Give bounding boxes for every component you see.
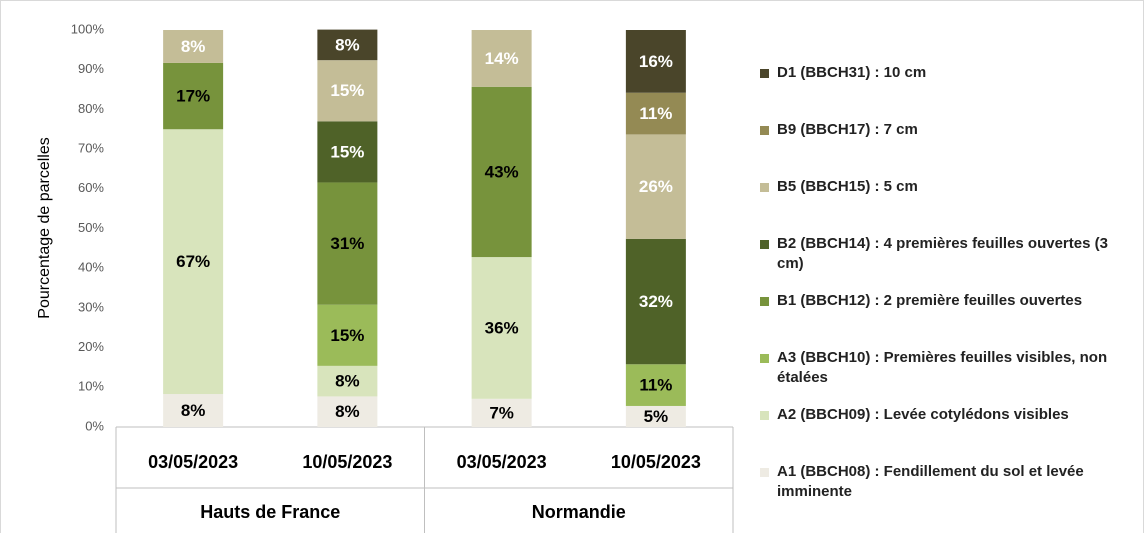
legend-item: A3 (BBCH10) : Premières feuilles visible… — [760, 348, 1130, 388]
data-label: 43% — [485, 162, 519, 181]
legend-label: B2 (BBCH14) : 4 premières feuilles ouver… — [777, 235, 1108, 272]
data-label: 26% — [639, 177, 673, 196]
data-label: 8% — [335, 402, 360, 421]
data-label: 15% — [330, 142, 364, 161]
bar-segment — [317, 121, 378, 183]
legend-swatch — [760, 126, 769, 135]
data-label: 8% — [181, 37, 206, 56]
data-label: 5% — [644, 407, 669, 426]
data-label: 16% — [639, 52, 673, 71]
y-tick-label: 80% — [78, 101, 104, 116]
data-label: 31% — [330, 234, 364, 253]
legend-swatch — [760, 69, 769, 78]
data-label: 15% — [330, 81, 364, 100]
bar-segment — [317, 365, 378, 397]
legend-label: A1 (BBCH08) : Fendillement du sol et lev… — [777, 463, 1084, 500]
x-tick-label: 10/05/2023 — [302, 452, 392, 472]
bar-segment — [625, 364, 686, 406]
legend-swatch — [760, 354, 769, 363]
legend-swatch — [760, 468, 769, 477]
bar-segment — [471, 86, 532, 258]
legend-swatch — [760, 297, 769, 306]
bar-segment — [163, 62, 224, 130]
legend-label: A2 (BBCH09) : Levée cotylédons visibles — [777, 406, 1069, 423]
data-label: 7% — [489, 403, 514, 422]
bar-segment — [625, 238, 686, 365]
y-tick-label: 60% — [78, 180, 104, 195]
data-label: 15% — [330, 326, 364, 345]
legend-label: A3 (BBCH10) : Premières feuilles visible… — [777, 349, 1108, 386]
y-tick-label: 20% — [78, 339, 104, 354]
y-tick-label: 0% — [85, 418, 104, 433]
data-label: 11% — [639, 104, 672, 123]
legend-swatch — [760, 411, 769, 420]
legend-swatch — [760, 240, 769, 249]
bar-segment — [625, 30, 686, 93]
bar-segment — [471, 398, 532, 427]
group-label: Hauts de France — [200, 502, 340, 522]
legend-label: B1 (BBCH12) : 2 première feuilles ouvert… — [777, 292, 1083, 309]
legend-item: B1 (BBCH12) : 2 première feuilles ouvert… — [760, 291, 1130, 311]
data-label: 8% — [335, 35, 360, 54]
data-label: 11% — [639, 376, 672, 395]
x-tick-label: 03/05/2023 — [148, 452, 238, 472]
data-label: 32% — [639, 292, 673, 311]
data-label: 67% — [176, 252, 210, 271]
bar-segment — [625, 92, 686, 135]
y-tick-label: 90% — [78, 61, 104, 76]
data-label: 17% — [176, 87, 210, 106]
legend-item: D1 (BBCH31) : 10 cm — [760, 63, 1130, 83]
data-label: 36% — [485, 318, 519, 337]
data-label: 8% — [181, 401, 206, 420]
bar-segment — [471, 257, 532, 399]
bar-segment — [317, 60, 378, 122]
bar-segment — [625, 405, 686, 427]
legend-label: D1 (BBCH31) : 10 cm — [777, 64, 927, 81]
legend-item: A2 (BBCH09) : Levée cotylédons visibles — [760, 405, 1130, 425]
y-tick-label: 100% — [71, 21, 105, 36]
y-tick-label: 50% — [78, 220, 104, 235]
bar-segment — [163, 30, 224, 63]
y-tick-label: 40% — [78, 260, 104, 275]
bar-segment — [163, 394, 224, 427]
bar-segment — [317, 182, 378, 305]
legend-item: B2 (BBCH14) : 4 premières feuilles ouver… — [760, 234, 1130, 274]
bar-segment — [471, 30, 532, 87]
y-axis-title: Pourcentage de parcelles — [36, 137, 53, 318]
y-tick-label: 70% — [78, 141, 104, 156]
legend-item: A1 (BBCH08) : Fendillement du sol et lev… — [760, 462, 1130, 502]
data-label: 14% — [485, 49, 519, 68]
x-tick-label: 03/05/2023 — [457, 452, 547, 472]
legend-label: B5 (BBCH15) : 5 cm — [777, 178, 918, 195]
legend-item: B9 (BBCH17) : 7 cm — [760, 120, 1130, 140]
legend-swatch — [760, 183, 769, 192]
bar-segment — [317, 396, 378, 427]
group-label: Normandie — [532, 502, 626, 522]
bar-segment — [317, 29, 378, 61]
legend-item: B5 (BBCH15) : 5 cm — [760, 177, 1130, 197]
bar-segment — [317, 304, 378, 366]
data-label: 8% — [335, 372, 360, 391]
x-tick-label: 10/05/2023 — [611, 452, 701, 472]
y-tick-label: 30% — [78, 299, 104, 314]
legend-label: B9 (BBCH17) : 7 cm — [777, 121, 918, 138]
y-tick-label: 10% — [78, 379, 104, 394]
bar-segment — [163, 129, 224, 395]
bar-segment — [625, 134, 686, 239]
